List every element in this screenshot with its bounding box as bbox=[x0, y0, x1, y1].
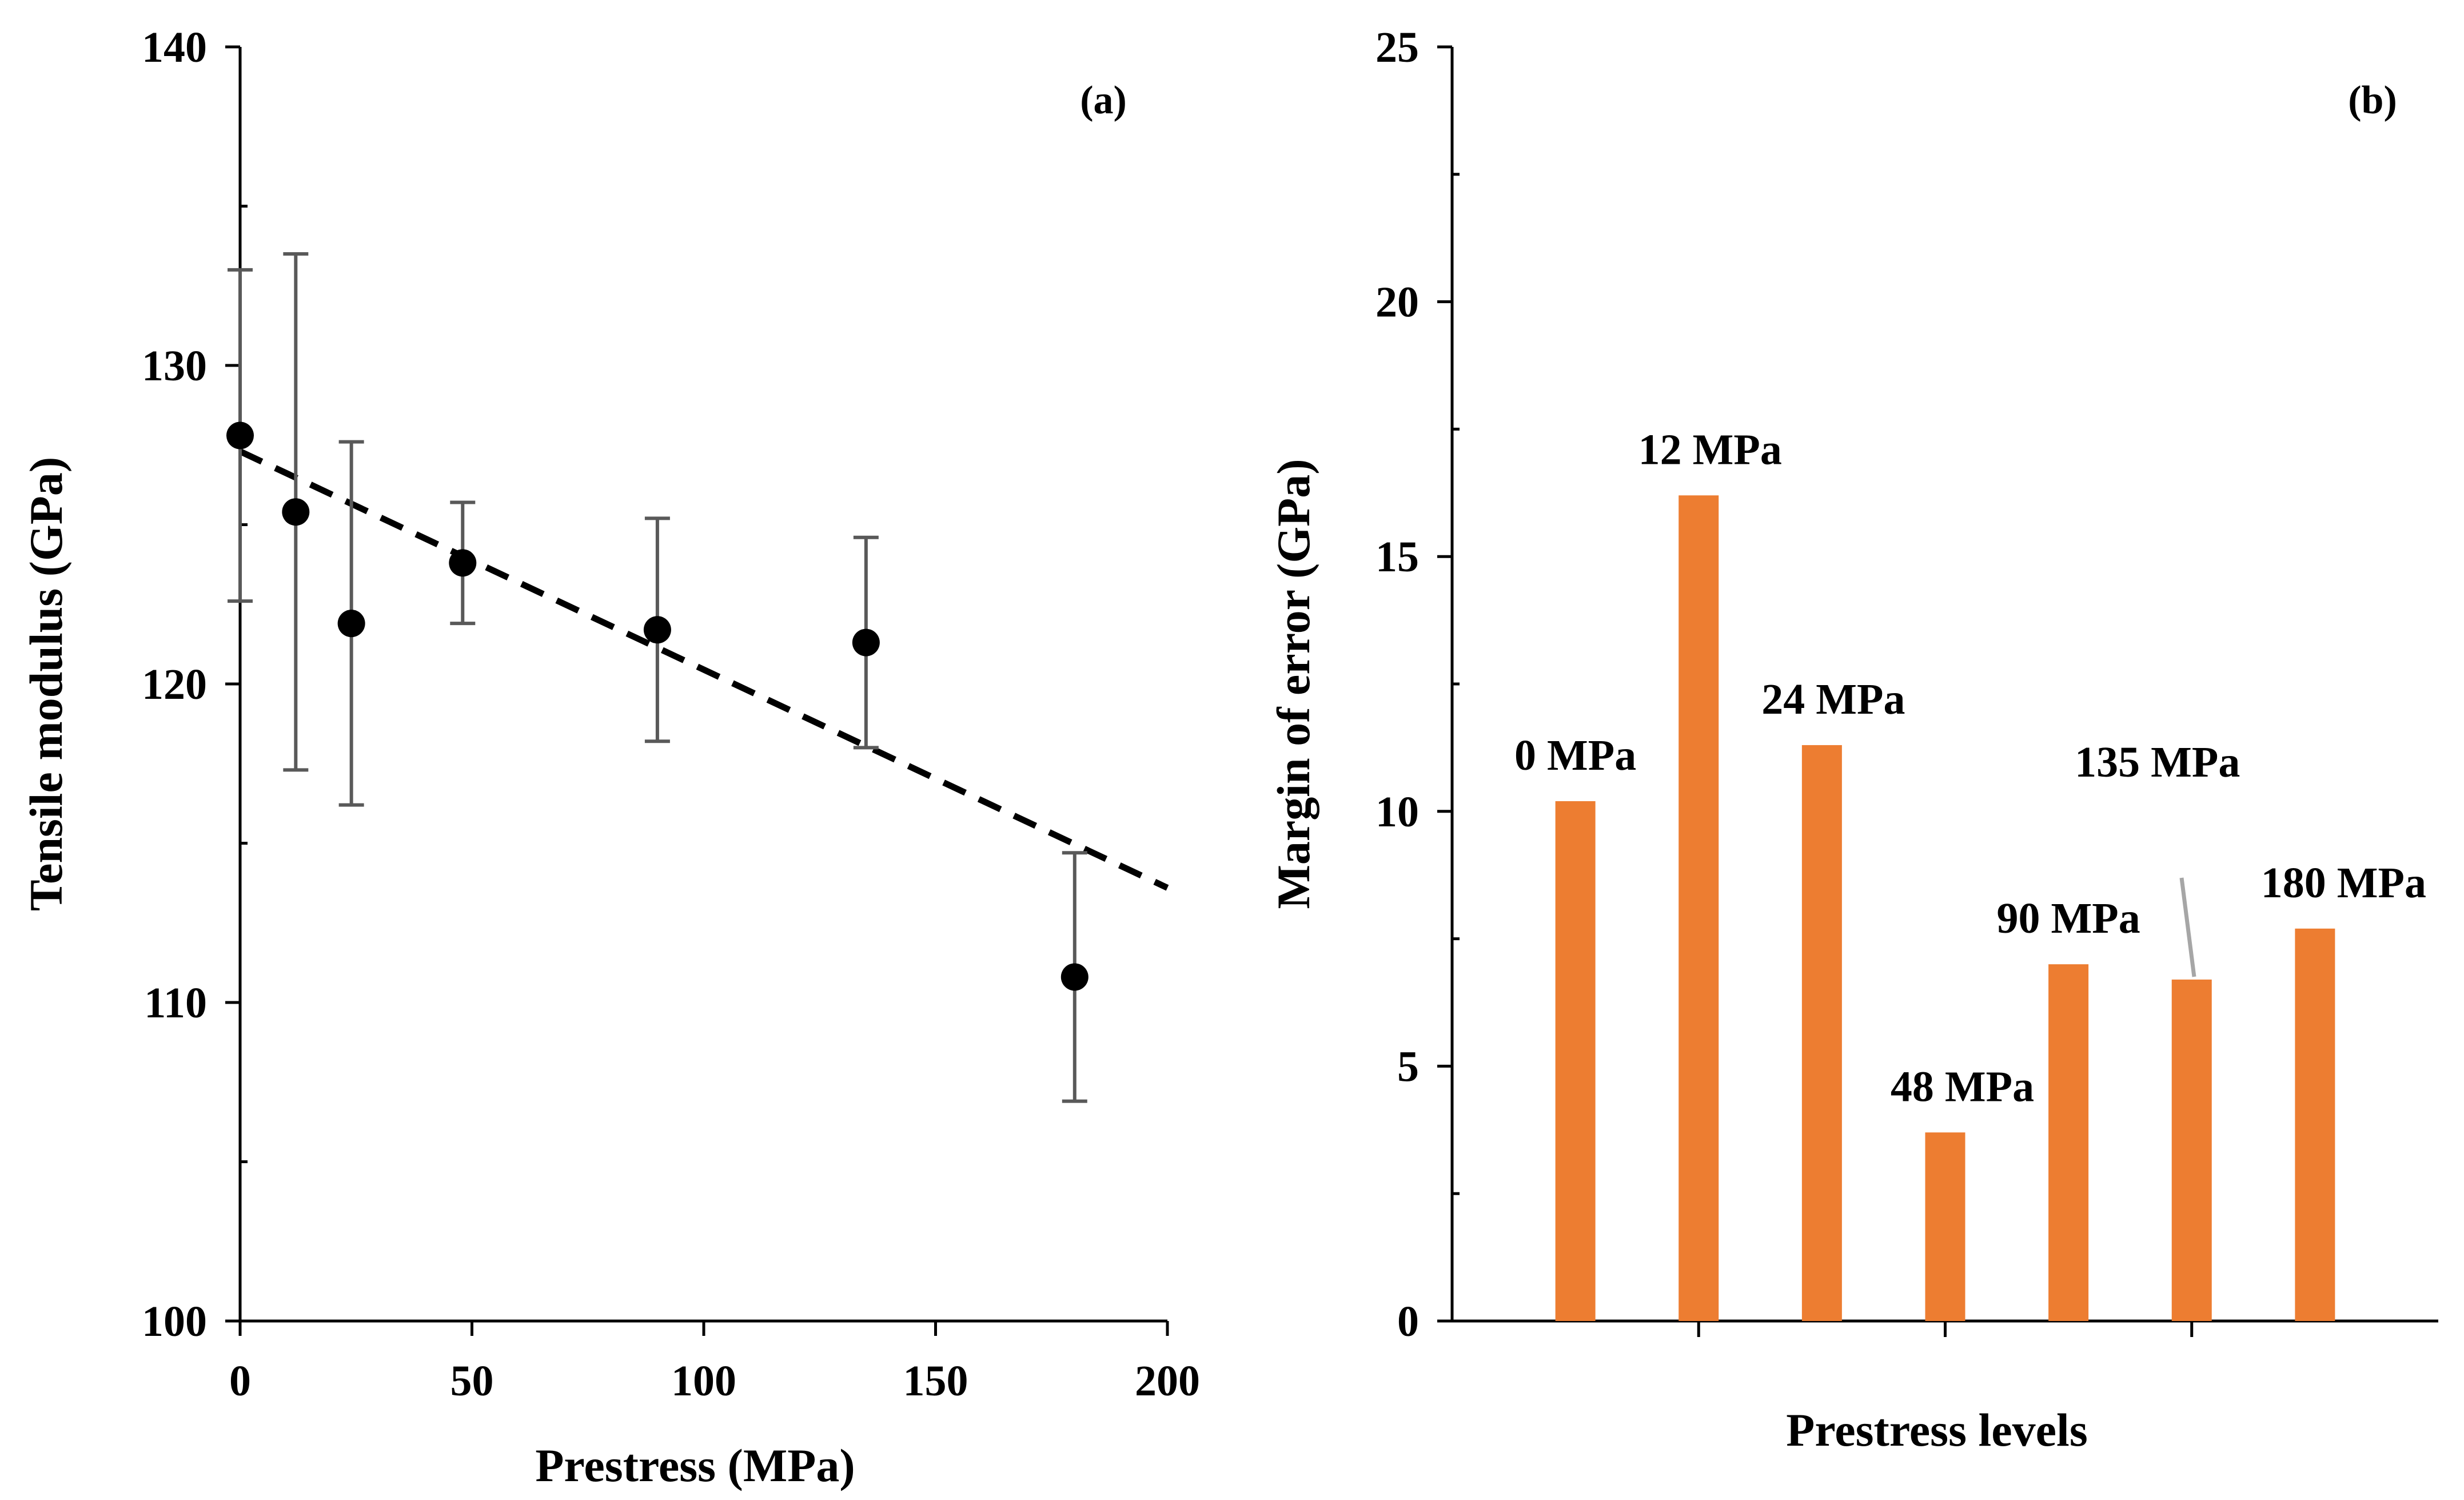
panel-a-y-tick-label: 130 bbox=[142, 342, 207, 390]
panel-b-y-tick-label: 15 bbox=[1375, 533, 1419, 581]
panel-a-data-point bbox=[1060, 963, 1089, 991]
panel-b-bar-label: 48 MPa bbox=[1891, 1063, 2034, 1111]
panel-a-trendline-group bbox=[238, 448, 1169, 891]
panel-b-y-tick-label: 0 bbox=[1397, 1298, 1419, 1346]
panel-b-y-ticks: 0 5 10 15 20 25 bbox=[1375, 23, 1460, 1346]
panel-a-y-tick-label: 100 bbox=[142, 1298, 207, 1346]
panel-b-y-tick-label: 20 bbox=[1375, 278, 1419, 327]
panel-a-y-tick-label: 140 bbox=[142, 23, 207, 71]
panel-b-y-tick-label: 10 bbox=[1375, 788, 1419, 836]
panel-a-x-ticks: 0 50 100 150 200 bbox=[229, 1321, 1200, 1405]
panel-a-points bbox=[226, 421, 1089, 991]
panel-a-y-ticks: 100 110 120 130 140 bbox=[142, 23, 248, 1346]
panel-b-y-axis-title: Margin of error (GPa) bbox=[1267, 459, 1319, 909]
panel-a-x-tick-label: 0 bbox=[229, 1357, 251, 1405]
panel-b-bar bbox=[1925, 1132, 1965, 1321]
panel-a-trendline bbox=[238, 448, 1169, 891]
panel-a-data-point bbox=[643, 616, 671, 644]
panel-a-data-point bbox=[226, 421, 254, 449]
panel-b-bar bbox=[2048, 964, 2089, 1321]
panel-b-bar bbox=[1801, 745, 1842, 1321]
panel-a-data-point bbox=[282, 498, 310, 526]
panel-b-x-axis-title: Prestress levels bbox=[1786, 1404, 2088, 1456]
panel-b-bar bbox=[2295, 928, 2335, 1321]
panel-a-x-tick-label: 100 bbox=[671, 1357, 736, 1405]
panel-b-bar bbox=[1678, 495, 1719, 1321]
panel-b-bar bbox=[1555, 801, 1596, 1321]
panel-b-bar-label: 0 MPa bbox=[1514, 731, 1636, 779]
panel-b-bar-chart: 0 5 10 15 20 25 0 MPa 12 MPa 24 MPa 48 MPa 90 MPa… bbox=[1267, 23, 2438, 1456]
panel-a-y-axis-title: Tensile modulus (GPa) bbox=[20, 457, 72, 911]
panel-b-y-tick-label: 5 bbox=[1397, 1043, 1419, 1091]
panel-a-scatter-chart: 100 110 120 130 140 0 50 100 150 200 (a) Prestre… bbox=[20, 23, 1200, 1491]
panel-a-data-point bbox=[449, 549, 477, 577]
panel-a-data-point bbox=[337, 610, 365, 638]
panel-a-label: (a) bbox=[1080, 78, 1127, 122]
panel-b-bars bbox=[1555, 495, 2335, 1321]
panel-b-bar-label: 12 MPa bbox=[1638, 425, 1782, 474]
panel-b-y-tick-label: 25 bbox=[1375, 23, 1419, 71]
panel-b-bar-label: 24 MPa bbox=[1761, 675, 1905, 723]
panel-a-x-tick-label: 50 bbox=[450, 1357, 494, 1405]
panel-a-data-point bbox=[852, 628, 880, 657]
panel-b-label: (b) bbox=[2348, 78, 2397, 122]
panel-b-bar-label: 135 MPa bbox=[2075, 738, 2240, 786]
panel-a-error-bars bbox=[228, 252, 1087, 1103]
panel-b-bar-labels: 0 MPa 12 MPa 24 MPa 48 MPa 90 MPa 135 MPa 180 … bbox=[1514, 425, 2426, 1111]
panel-a-x-tick-label: 200 bbox=[1135, 1357, 1200, 1405]
panel-b-leader-line-135 bbox=[2179, 877, 2196, 977]
panel-b-bar bbox=[2171, 979, 2212, 1321]
panel-b-x-ticks bbox=[1697, 1321, 2194, 1337]
panel-a-y-tick-label: 110 bbox=[144, 979, 207, 1027]
panel-a-x-tick-label: 150 bbox=[903, 1357, 968, 1405]
panel-a-x-axis-title: Prestress (MPa) bbox=[535, 1439, 855, 1491]
panel-a-y-tick-label: 120 bbox=[142, 661, 207, 709]
panel-b-bar-label: 90 MPa bbox=[1997, 894, 2140, 942]
panel-b-bar-label: 180 MPa bbox=[2261, 859, 2426, 907]
